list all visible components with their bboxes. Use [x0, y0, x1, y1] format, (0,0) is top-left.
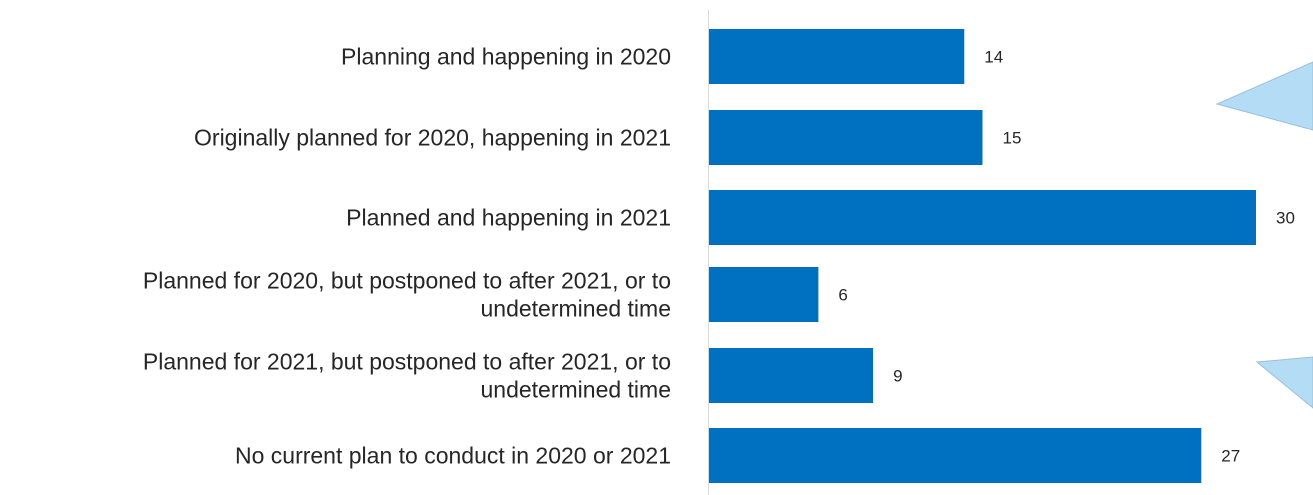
bar-5 — [709, 428, 1201, 483]
callout-shape-upper — [1217, 62, 1313, 130]
category-label-5-line-0: No current plan to conduct in 2020 or 20… — [235, 443, 671, 469]
callout-shape-lower — [1257, 357, 1313, 408]
data-label-2: 30 — [1276, 209, 1295, 228]
data-label-3: 6 — [838, 286, 847, 305]
category-labels: Planning and happening in 2020 Originally… — [143, 44, 671, 469]
category-label-3-line-1: undetermined time — [481, 296, 672, 322]
category-label-1-line-0: Originally planned for 2020, happening i… — [194, 125, 671, 151]
data-label-5: 27 — [1221, 447, 1240, 466]
bars — [709, 29, 1256, 483]
data-label-0: 14 — [984, 48, 1003, 67]
data-label-4: 9 — [893, 367, 902, 386]
bar-1 — [709, 110, 983, 165]
bar-4 — [709, 348, 873, 403]
category-label-2-line-0: Planned and happening in 2021 — [346, 205, 671, 231]
category-label-3-line-0: Planned for 2020, but postponed to after… — [143, 268, 671, 294]
bar-0 — [709, 29, 964, 84]
bar-2 — [709, 190, 1256, 245]
data-label-1: 15 — [1003, 129, 1022, 148]
category-label-0-line-0: Planning and happening in 2020 — [341, 44, 671, 70]
category-label-4-line-0: Planned for 2021, but postponed to after… — [143, 349, 671, 375]
category-label-4-line-1: undetermined time — [481, 377, 672, 403]
bar-3 — [709, 267, 818, 322]
